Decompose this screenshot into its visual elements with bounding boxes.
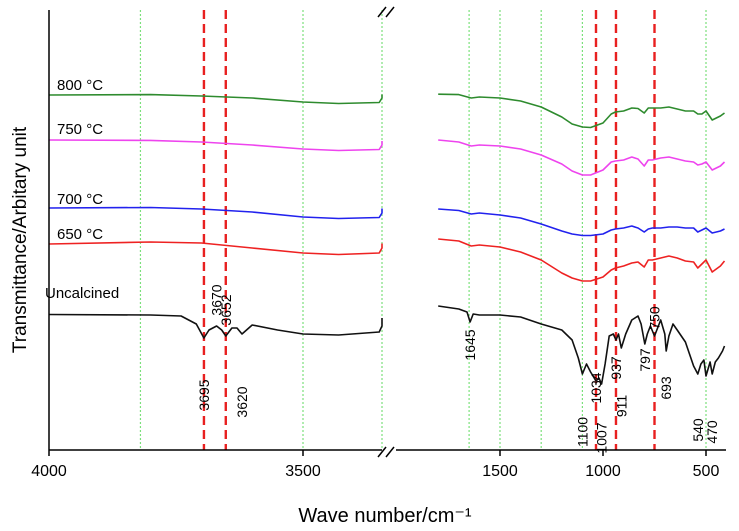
- series-line: [438, 208, 725, 237]
- peak-label: 3670: [209, 284, 225, 315]
- series-line: [438, 305, 726, 385]
- x-tick-label: 1000: [585, 463, 621, 480]
- series-line: [438, 238, 726, 282]
- x-tick-label: 1500: [482, 463, 518, 480]
- peak-label: 937: [608, 356, 624, 380]
- series-line: [48, 93, 383, 105]
- axis-break-mark: [377, 446, 387, 458]
- axis-break-mark: [385, 446, 395, 458]
- axis-break-mark: [385, 6, 395, 18]
- peak-label: 1645: [462, 329, 478, 360]
- series-line: [438, 139, 726, 176]
- peak-label: 3620: [234, 386, 250, 417]
- series-label: 750 °C: [57, 121, 103, 138]
- peak-label: 1100: [574, 417, 590, 447]
- x-axis-label: Wave number/cm⁻¹: [298, 505, 472, 527]
- series-label: 800 °C: [57, 77, 103, 94]
- x-tick-label: 500: [693, 463, 720, 480]
- peak-label: 540: [690, 418, 706, 442]
- peak-label: 750: [647, 306, 663, 330]
- peak-label: 797: [637, 348, 653, 372]
- series-line: [438, 93, 725, 129]
- series-label: Uncalcined: [45, 285, 119, 302]
- series-line: [48, 313, 383, 339]
- peak-label: 3695: [196, 379, 212, 410]
- peak-label: 1034: [588, 372, 604, 403]
- series-line: [48, 206, 383, 220]
- axis-break-mark: [377, 6, 387, 18]
- labels: 800 °C 750 °C 700 °C 650 °C Uncalcined 3695 36…: [45, 77, 720, 454]
- reference-lines: [139, 10, 707, 450]
- peak-label: 1007: [594, 422, 610, 453]
- series-curves: [48, 93, 726, 385]
- axes: 4000 3500 1500 1000 500: [31, 6, 726, 480]
- peak-label: 693: [658, 376, 674, 400]
- x-tick-label: 3500: [285, 463, 321, 480]
- series-label: 650 °C: [57, 226, 103, 243]
- series-label: 700 °C: [57, 191, 103, 208]
- x-tick-label: 4000: [31, 463, 67, 480]
- peak-label: 911: [613, 395, 629, 418]
- peak-label: 470: [704, 420, 720, 444]
- peak-label: 3652: [218, 294, 234, 325]
- series-line: [48, 241, 383, 256]
- series-line: [48, 139, 383, 152]
- y-axis-label: Transmittance/Arbitary unit: [10, 126, 31, 353]
